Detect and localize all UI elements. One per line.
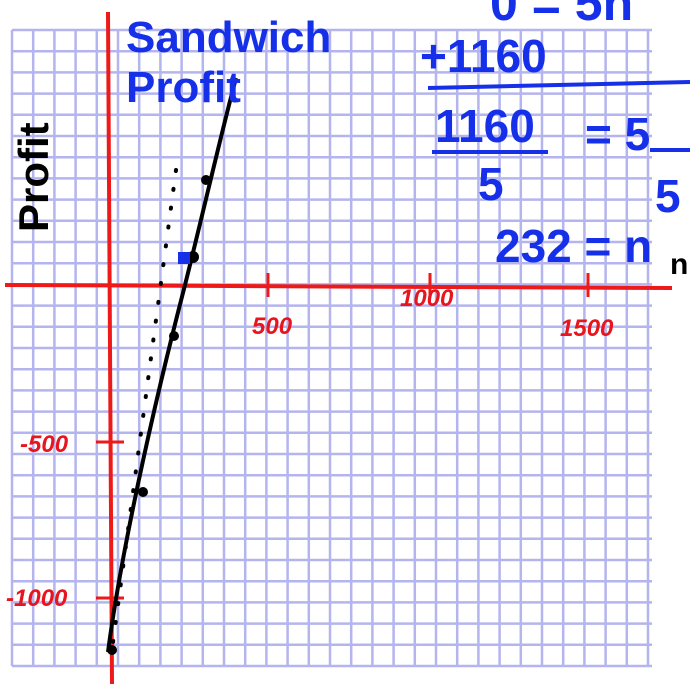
x-tick-label: 1500 <box>560 315 614 342</box>
intercept-marker <box>178 252 190 264</box>
point <box>201 175 211 185</box>
equation: +1160 <box>420 30 547 82</box>
x-tick-label: 1000 <box>400 285 454 312</box>
y-tick-label: -500 <box>20 431 69 458</box>
profit-line <box>108 78 236 652</box>
equation: 232 = n <box>495 220 652 272</box>
y-axis-label: Profit <box>10 122 57 232</box>
fraction-bar <box>428 82 690 88</box>
whiteboard: Sandwich Profit Profit n 500 1000 1500 -… <box>0 0 690 686</box>
equation: 1160 <box>435 100 535 152</box>
x-tick-label: 500 <box>252 313 293 340</box>
x-axis-label: n <box>670 248 688 281</box>
point <box>138 487 148 497</box>
point <box>169 331 179 341</box>
point <box>107 645 117 655</box>
graph-title: Profit <box>126 63 241 112</box>
equation: 0 = 5n <box>490 0 633 31</box>
graph-title: Sandwich <box>126 13 331 62</box>
y-axis <box>108 12 112 684</box>
equation: = 5 <box>585 108 650 160</box>
equation: 5 <box>655 170 681 222</box>
y-tick-label: -1000 <box>6 585 68 612</box>
equation: 5 <box>478 158 504 210</box>
